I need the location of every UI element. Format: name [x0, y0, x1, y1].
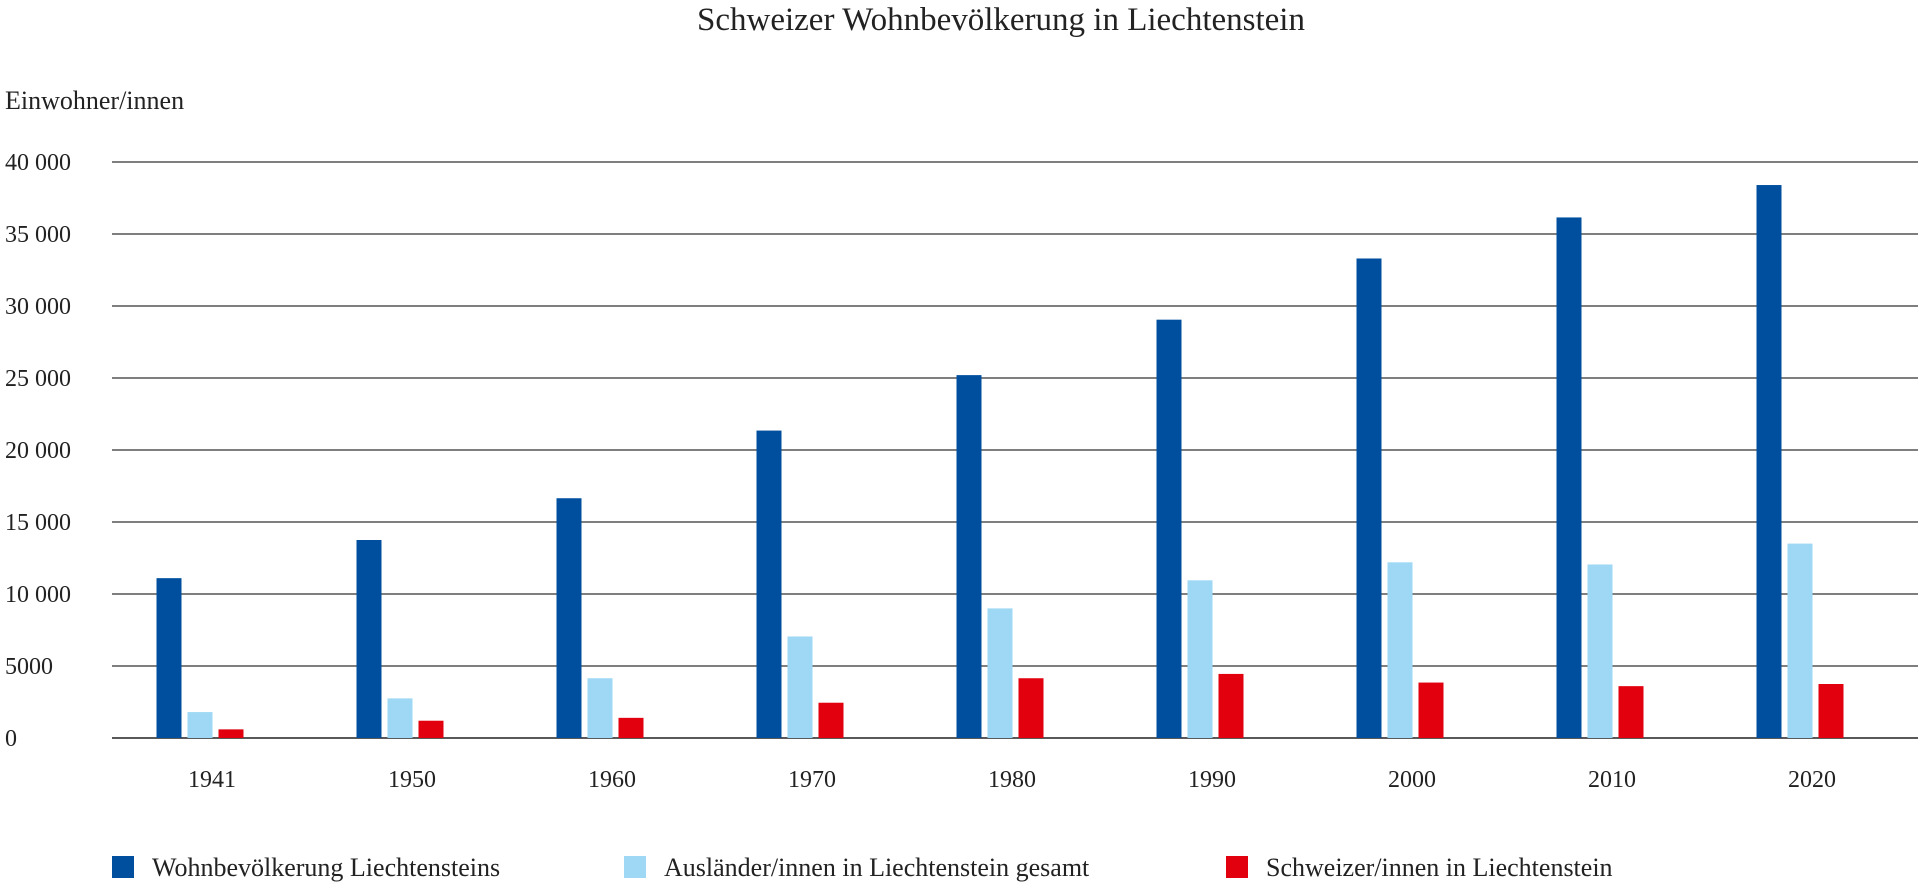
x-tick-label: 1941 [188, 767, 236, 793]
bar [387, 698, 413, 738]
legend-label: Schweizer/innen in Liechtenstein [1266, 853, 1613, 882]
legend-item: Ausländer/innen in Liechtenstein gesamt [624, 853, 1090, 882]
bar [187, 712, 213, 738]
bar [1818, 684, 1844, 738]
y-tick-label: 15 000 [5, 510, 71, 536]
bar [1418, 682, 1444, 738]
x-tick-label: 2000 [1388, 767, 1436, 793]
bar [1387, 562, 1413, 738]
bar [587, 678, 613, 738]
y-tick-label: 30 000 [5, 294, 71, 320]
y-tick-label: 20 000 [5, 438, 71, 464]
bar [1218, 673, 1244, 738]
legend-swatch [1226, 856, 1248, 878]
bars [156, 185, 1844, 739]
x-tick-label: 2010 [1588, 767, 1636, 793]
bar [218, 729, 244, 738]
bar [987, 608, 1013, 738]
gridlines [112, 161, 1918, 739]
legend: Wohnbevölkerung Liechtensteins Ausländer/… [112, 853, 1613, 882]
bar [1187, 580, 1213, 738]
bar [1618, 686, 1644, 738]
bar [1018, 678, 1044, 738]
y-axis-label: Einwohner/innen [5, 86, 184, 115]
bar [1556, 217, 1582, 738]
bar [618, 717, 644, 738]
y-axis-ticks: 0 5000 10 000 15 000 20 000 25 000 30 000 35 00… [5, 150, 71, 752]
bar [1587, 564, 1613, 738]
y-tick-label: 5000 [5, 654, 53, 680]
legend-label: Ausländer/innen in Liechtenstein gesamt [664, 853, 1090, 882]
x-tick-label: 1980 [988, 767, 1036, 793]
bar [756, 430, 782, 738]
legend-swatch [112, 856, 134, 878]
bar [556, 498, 582, 738]
chart-title: Schweizer Wohnbevölkerung in Liechtenste… [697, 2, 1305, 38]
x-tick-label: 2020 [1788, 767, 1836, 793]
y-tick-label: 35 000 [5, 222, 71, 248]
bar [356, 540, 382, 738]
x-tick-label: 1960 [588, 767, 636, 793]
bar [1356, 258, 1382, 738]
bar [1156, 319, 1182, 738]
y-tick-label: 25 000 [5, 366, 71, 392]
y-tick-label: 40 000 [5, 150, 71, 176]
x-tick-label: 1990 [1188, 767, 1236, 793]
x-tick-label: 1950 [388, 767, 436, 793]
y-tick-label: 0 [5, 726, 17, 752]
legend-item: Schweizer/innen in Liechtenstein [1226, 853, 1613, 882]
bar [956, 375, 982, 738]
bar [818, 702, 844, 738]
legend-item: Wohnbevölkerung Liechtensteins [112, 853, 500, 882]
legend-label: Wohnbevölkerung Liechtensteins [152, 853, 500, 882]
legend-swatch [624, 856, 646, 878]
bar [1756, 185, 1782, 739]
y-tick-label: 10 000 [5, 582, 71, 608]
bar [787, 636, 813, 738]
bar [418, 720, 444, 738]
x-tick-label: 1970 [788, 767, 836, 793]
x-axis-ticks: 1941 1950 1960 1970 1980 1990 2000 2010 2020 [188, 767, 1836, 793]
bar [1787, 543, 1813, 738]
bar [156, 578, 182, 738]
